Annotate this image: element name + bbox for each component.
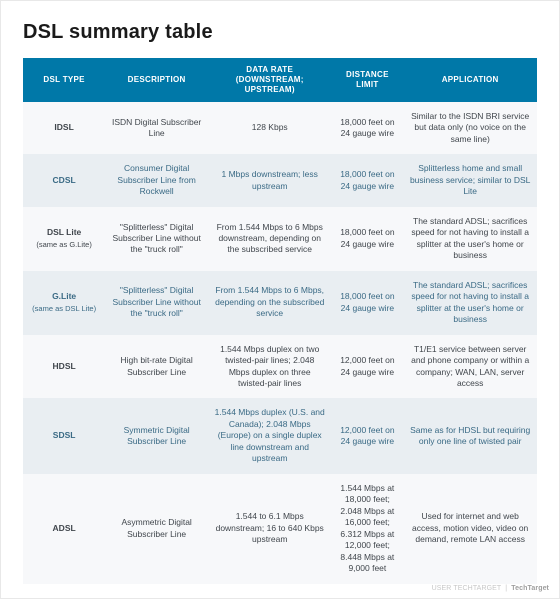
- cell-dist: 18,000 feet on 24 gauge wire: [331, 271, 403, 335]
- footer-attribution: USER TECHTARGET | TechTarget: [432, 585, 549, 592]
- cell-dist: 18,000 feet on 24 gauge wire: [331, 207, 403, 271]
- table-row: G.Lite(same as DSL Lite)"Splitterless" D…: [23, 271, 537, 335]
- cell-app: Splitterless home and small business ser…: [403, 154, 537, 206]
- cell-type: DSL Lite(same as G.Lite): [23, 207, 105, 271]
- cell-app: T1/E1 service between server and phone c…: [403, 335, 537, 399]
- cell-type: IDSL: [23, 102, 105, 154]
- cell-desc: Symmetric Digital Subscriber Line: [105, 398, 208, 473]
- dsl-table: DSL TYPEDESCRIPTIONDATA RATE(DOWNSTREAM;…: [23, 58, 537, 584]
- cell-rate: 128 Kbps: [208, 102, 331, 154]
- cell-app: Similar to the ISDN BRI service but data…: [403, 102, 537, 154]
- cell-app: The standard ADSL; sacrifices speed for …: [403, 207, 537, 271]
- cell-dist: 12,000 feet on 24 gauge wire: [331, 398, 403, 473]
- footer-right: TechTarget: [511, 585, 549, 592]
- table-row: HDSLHigh bit-rate Digital Subscriber Lin…: [23, 335, 537, 399]
- table-head: DSL TYPEDESCRIPTIONDATA RATE(DOWNSTREAM;…: [23, 58, 537, 102]
- cell-desc: "Splitterless" Digital Subscriber Line w…: [105, 207, 208, 271]
- cell-type: G.Lite(same as DSL Lite): [23, 271, 105, 335]
- col-header-1: DESCRIPTION: [105, 58, 208, 102]
- cell-type: CDSL: [23, 154, 105, 206]
- table-row: IDSLISDN Digital Subscriber Line128 Kbps…: [23, 102, 537, 154]
- cell-desc: High bit-rate Digital Subscriber Line: [105, 335, 208, 399]
- cell-desc: Consumer Digital Subscriber Line from Ro…: [105, 154, 208, 206]
- cell-desc: ISDN Digital Subscriber Line: [105, 102, 208, 154]
- table-row: CDSLConsumer Digital Subscriber Line fro…: [23, 154, 537, 206]
- table-body: IDSLISDN Digital Subscriber Line128 Kbps…: [23, 102, 537, 584]
- cell-type: ADSL: [23, 474, 105, 584]
- cell-app: Used for internet and web access, motion…: [403, 474, 537, 584]
- col-header-2: DATA RATE(DOWNSTREAM; UPSTREAM): [208, 58, 331, 102]
- cell-rate: From 1.544 Mbps to 6 Mbps, depending on …: [208, 271, 331, 335]
- table-row: SDSLSymmetric Digital Subscriber Line1.5…: [23, 398, 537, 473]
- cell-app: The standard ADSL; sacrifices speed for …: [403, 271, 537, 335]
- table-row: DSL Lite(same as G.Lite)"Splitterless" D…: [23, 207, 537, 271]
- cell-desc: "Splitterless" Digital Subscriber Line w…: [105, 271, 208, 335]
- footer-left: USER TECHTARGET: [432, 585, 502, 592]
- page-title: DSL summary table: [23, 21, 537, 44]
- cell-dist: 1.544 Mbps at 18,000 feet; 2.048 Mbps at…: [331, 474, 403, 584]
- cell-dist: 18,000 feet on 24 gauge wire: [331, 102, 403, 154]
- header-row: DSL TYPEDESCRIPTIONDATA RATE(DOWNSTREAM;…: [23, 58, 537, 102]
- cell-dist: 12,000 feet on 24 gauge wire: [331, 335, 403, 399]
- col-header-3: DISTANCE LIMIT: [331, 58, 403, 102]
- cell-rate: 1.544 Mbps duplex (U.S. and Canada); 2.0…: [208, 398, 331, 473]
- cell-desc: Asymmetric Digital Subscriber Line: [105, 474, 208, 584]
- cell-rate: 1.544 Mbps duplex on two twisted-pair li…: [208, 335, 331, 399]
- cell-type: SDSL: [23, 398, 105, 473]
- col-header-0: DSL TYPE: [23, 58, 105, 102]
- cell-app: Same as for HDSL but requiring only one …: [403, 398, 537, 473]
- cell-rate: 1.544 to 6.1 Mbps downstream; 16 to 640 …: [208, 474, 331, 584]
- table-row: ADSLAsymmetric Digital Subscriber Line1.…: [23, 474, 537, 584]
- cell-type: HDSL: [23, 335, 105, 399]
- table-card: DSL summary table DSL TYPEDESCRIPTIONDAT…: [0, 0, 560, 599]
- cell-dist: 18,000 feet on 24 gauge wire: [331, 154, 403, 206]
- col-header-4: APPLICATION: [403, 58, 537, 102]
- cell-rate: From 1.544 Mbps to 6 Mbps downstream, de…: [208, 207, 331, 271]
- cell-rate: 1 Mbps downstream; less upstream: [208, 154, 331, 206]
